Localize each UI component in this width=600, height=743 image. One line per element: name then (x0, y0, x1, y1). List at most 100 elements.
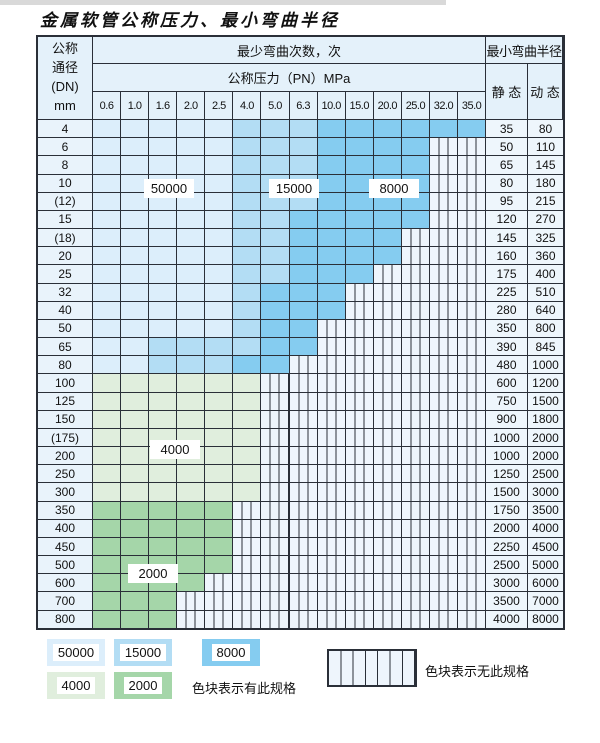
pressure-cells (93, 374, 487, 392)
grid-cell (177, 356, 206, 374)
grid-cell-no-spec (261, 392, 290, 410)
grid-cell (177, 374, 206, 392)
grid-cell (149, 319, 178, 338)
grid-cell-no-spec (317, 537, 346, 556)
dn-cell: 32 (38, 283, 93, 301)
table-row: (175) 1000 2000 (38, 428, 563, 448)
grid-cell (121, 592, 150, 610)
grid-cell-no-spec (289, 465, 318, 483)
grid-cell (121, 519, 150, 537)
grid-cell (289, 265, 318, 283)
grid-cell-no-spec (233, 537, 262, 556)
grid-cell-no-spec (345, 519, 374, 537)
grid-cell (261, 301, 290, 319)
grid-cell-no-spec (458, 192, 487, 210)
table-row: 6 50 110 (38, 138, 563, 157)
grid-cell-no-spec (401, 265, 430, 283)
grid-cell (205, 301, 234, 319)
legend-swatch-4000: 4000 (47, 672, 105, 699)
pressure-cells (93, 428, 487, 447)
grid-cell-no-spec (401, 392, 430, 410)
table-row: 65 390 845 (38, 338, 563, 357)
spec-table: 公称 通径 (DN) mm 最少弯曲次数，次 最小弯曲半径 公称压力（PN）MP… (36, 35, 565, 630)
grid-cell (121, 447, 150, 465)
grid-cell (205, 501, 234, 519)
grid-cell (233, 465, 262, 483)
dn-cell: 6 (38, 138, 93, 156)
grid-cell (233, 192, 262, 210)
grid-cell (149, 610, 178, 628)
grid-cell (149, 374, 178, 392)
table-row: (18) 145 325 (38, 229, 563, 248)
page-title: 金属软管公称压力、最小弯曲半径 (40, 11, 340, 31)
grid-cell (149, 465, 178, 483)
grid-cell (93, 247, 122, 265)
region-label-4000: 4000 (150, 440, 200, 459)
grid-cell (93, 174, 122, 192)
grid-cell (233, 120, 262, 138)
grid-cell (261, 210, 290, 229)
table-row: 400 2000 4000 (38, 519, 563, 538)
grid-cell (177, 301, 206, 319)
grid-cell-no-spec (205, 592, 234, 610)
grid-cell (149, 301, 178, 319)
grid-cell (233, 374, 262, 392)
grid-cell-no-spec (373, 465, 402, 483)
legend-swatch-label: 15000 (119, 644, 167, 661)
grid-cell (121, 120, 150, 138)
grid-cell (233, 301, 262, 319)
grid-cell-no-spec (401, 483, 430, 501)
static-radius-cell: 2500 (486, 556, 528, 574)
grid-cell-no-spec (373, 610, 402, 628)
grid-cell-no-spec (373, 410, 402, 428)
grid-cell (93, 192, 122, 210)
dynamic-header: 动 态 (528, 64, 563, 120)
table-row: 4 35 80 (38, 120, 563, 139)
dn-cell: 50 (38, 319, 93, 338)
table-row: 40 280 640 (38, 301, 563, 320)
dynamic-radius-cell: 7000 (528, 592, 563, 610)
static-radius-cell: 160 (486, 247, 528, 265)
grid-cell-no-spec (373, 265, 402, 283)
static-radius-cell: 1000 (486, 428, 528, 447)
grid-cell (93, 447, 122, 465)
grid-cell-no-spec (261, 410, 290, 428)
legend-has-spec-text: 色块表示有此规格 (192, 681, 297, 696)
grid-cell (345, 265, 374, 283)
pressure-header: 公称压力（PN）MPa (93, 64, 486, 92)
grid-cell-no-spec (317, 374, 346, 392)
grid-cell (93, 156, 122, 174)
grid-cell-no-spec (289, 574, 318, 592)
legend-swatch-8000: 8000 (202, 639, 260, 666)
grid-cell-no-spec (401, 283, 430, 301)
grid-cell-no-spec (373, 374, 402, 392)
grid-cell-no-spec (429, 319, 459, 338)
grid-cell-no-spec (401, 447, 430, 465)
grid-cell-no-spec (373, 338, 402, 356)
grid-cell (261, 338, 290, 356)
grid-cell-no-spec (289, 556, 318, 574)
grid-cell (121, 283, 150, 301)
grid-cell (93, 301, 122, 319)
table-row: 15 120 270 (38, 210, 563, 230)
table-row: 250 1250 2500 (38, 465, 563, 484)
grid-cell (93, 556, 122, 574)
grid-cell-no-spec (317, 519, 346, 537)
grid-cell (429, 120, 459, 138)
pressure-col-header: 25.0 (401, 92, 430, 120)
grid-cell-no-spec (261, 556, 290, 574)
grid-cell (261, 283, 290, 301)
grid-cell-no-spec (401, 428, 430, 447)
grid-cell (261, 120, 290, 138)
pressure-cells (93, 592, 487, 610)
grid-cell (345, 192, 374, 210)
grid-cell (289, 156, 318, 174)
grid-cell-no-spec (373, 519, 402, 537)
grid-cell (121, 410, 150, 428)
table-row: 800 4000 8000 (38, 610, 563, 628)
grid-cell-no-spec (429, 574, 459, 592)
grid-cell (345, 210, 374, 229)
grid-cell (289, 138, 318, 156)
scan-artifact-strip (0, 0, 446, 5)
region-label-8000: 8000 (369, 179, 419, 198)
